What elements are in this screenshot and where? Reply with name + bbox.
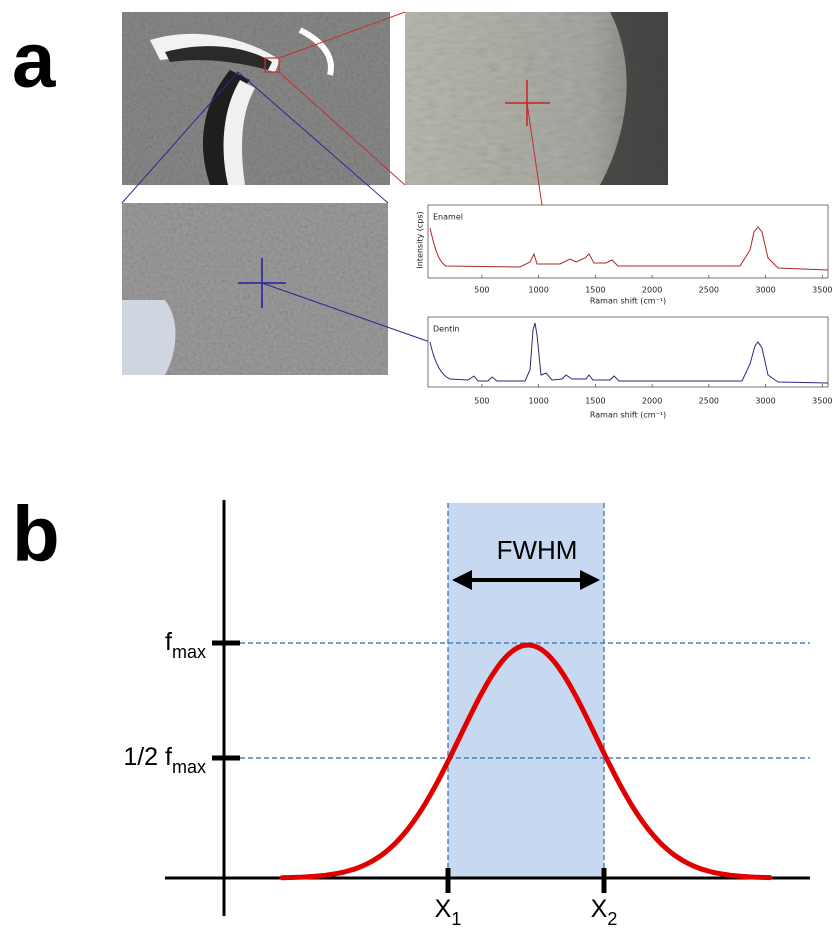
x-point-label: X2 (591, 895, 618, 929)
y-axis-label: Intensity (cps) (416, 211, 425, 268)
fwhm-label: FWHM (497, 535, 578, 565)
label-sub: 1 (451, 909, 461, 929)
x-tick-label: 2500 (699, 286, 719, 295)
micrograph-overview (122, 12, 390, 185)
x-tick-label: 500 (474, 397, 489, 406)
x-tick-label: 2000 (642, 286, 662, 295)
panel-label: a (12, 16, 56, 104)
label-sub: 2 (607, 909, 617, 929)
x-tick-label: 3000 (755, 286, 775, 295)
level-label: 1/2 fmax (123, 743, 206, 777)
x-tick-label: 2500 (699, 397, 719, 406)
x-tick-label: 3000 (755, 397, 775, 406)
label-sub: max (172, 642, 206, 662)
x-axis-label: Raman shift (cm⁻¹) (590, 297, 666, 306)
spectrum-enamel: Enamel Intensity (cps) Raman shift (cm⁻¹… (416, 204, 829, 306)
level-label: fmax (165, 628, 206, 662)
x-tick-label: 1500 (585, 397, 605, 406)
x-axis-label: Raman shift (cm⁻¹) (590, 411, 666, 420)
x-tick-label: 1000 (528, 397, 548, 406)
micrograph-dentin (122, 203, 388, 375)
label-prefix: 1/2 (123, 743, 165, 771)
label-base: f (165, 743, 172, 771)
x-tick-label: 3500 (812, 286, 832, 295)
spectrum-label: Enamel (433, 213, 463, 222)
x-tick-label: 1500 (585, 286, 605, 295)
label-base: f (165, 628, 172, 656)
spectrum-dentin: Dentin Raman shift (cm⁻¹) (427, 316, 829, 420)
label-base: X (591, 895, 608, 923)
x-tick-label: 2000 (642, 397, 662, 406)
x-tick-label: 500 (474, 286, 489, 295)
spectrum-label: Dentin (433, 325, 460, 334)
x-point-label: X1 (435, 895, 462, 929)
micrograph-enamel (405, 12, 668, 185)
x-tick-label: 1000 (528, 286, 548, 295)
label-sub: max (172, 757, 206, 777)
fwhm-diagram: FWHM fmax 1/2 fmax X1 X2 (123, 500, 810, 929)
x-tick-label: 3500 (812, 397, 832, 406)
label-base: X (435, 895, 452, 923)
panel-label: b (12, 490, 60, 578)
